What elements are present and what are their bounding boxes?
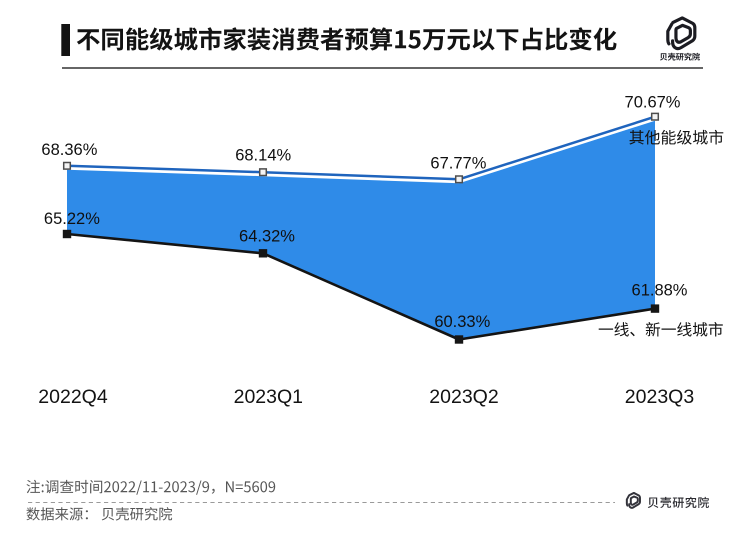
svg-text:65.22%: 65.22% bbox=[44, 210, 100, 228]
svg-text:2023Q2: 2023Q2 bbox=[429, 386, 498, 408]
svg-text:2023Q1: 2023Q1 bbox=[234, 386, 303, 408]
svg-text:2022Q4: 2022Q4 bbox=[38, 386, 108, 408]
svg-text:64.32%: 64.32% bbox=[239, 228, 295, 246]
svg-text:68.36%: 68.36% bbox=[41, 141, 97, 159]
svg-text:2023Q3: 2023Q3 bbox=[625, 386, 694, 408]
svg-text:68.14%: 68.14% bbox=[235, 146, 291, 164]
svg-text:67.77%: 67.77% bbox=[430, 155, 486, 173]
svg-text:61.88%: 61.88% bbox=[632, 281, 688, 299]
svg-text:60.33%: 60.33% bbox=[434, 313, 490, 331]
svg-text:70.67%: 70.67% bbox=[625, 94, 681, 112]
